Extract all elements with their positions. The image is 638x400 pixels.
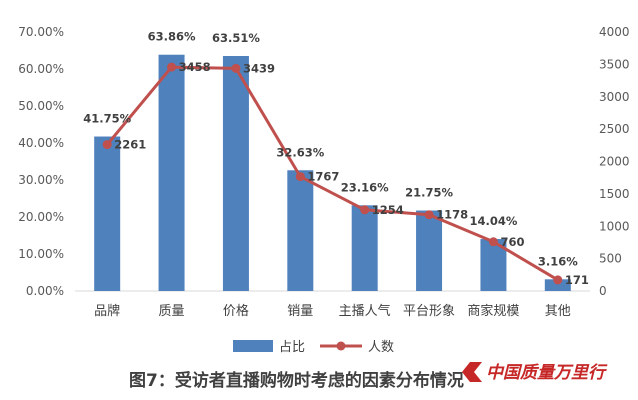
right-axis-tick-label: 2500 [599,122,630,136]
line-value-label: 171 [565,273,589,287]
x-axis-category-label: 质量 [159,304,185,319]
line-point [167,62,177,72]
line-series-count [102,62,563,285]
line-value-label: 1254 [372,203,404,217]
bar [416,210,443,291]
left-axis-tick-label: 70.00% [18,25,64,39]
bar-value-label: 63.51% [212,31,260,45]
right-axis-tick-label: 1000 [599,219,630,233]
x-axis-category-label: 品牌 [94,303,120,319]
watermark-logo: 中国质量万里行 [462,362,608,383]
logo-mark-icon [462,362,482,382]
bar-value-label: 3.16% [538,254,578,268]
legend-label-count: 人数 [368,340,394,355]
chart-caption: 图7：受访者直播购物时考虑的因素分布情况 [129,370,464,391]
bar-value-label: 21.75% [405,186,453,200]
x-axis-category-label: 商家规模 [467,303,519,319]
left-axis-tick-label: 40.00% [18,136,64,150]
bar-value-label: 14.04% [469,214,517,228]
line-value-label: 1767 [307,170,339,184]
x-axis-category-label: 平台形象 [403,304,455,319]
bar [351,205,378,291]
left-axis-tick-label: 50.00% [18,99,64,113]
right-axis-tick-label: 0 [599,284,607,298]
bar-value-label: 63.86% [148,30,196,44]
right-axis-tick-label: 1500 [599,187,630,201]
line-value-label: 3439 [243,61,275,75]
logo-text: 中国质量万里行 [486,363,608,383]
right-axis-tick-label: 3000 [599,90,630,104]
bar [544,279,571,291]
left-axis-tick-label: 20.00% [18,210,64,224]
data-labels: 41.75% 63.86% 63.51% 32.63% 23.16% 21.75% 14.0… [83,30,589,287]
bar [94,136,121,291]
line-point [102,140,112,150]
line-point [424,210,434,220]
line-point [360,205,370,215]
bar-value-label: 41.75% [83,112,131,126]
bar-value-label: 32.63% [276,145,324,159]
bar [158,54,185,291]
right-axis-tick-label: 500 [599,252,622,266]
right-axis-tick-label: 3500 [599,57,630,71]
line-value-label: 2261 [114,138,146,152]
x-axis-category-label: 价格 [223,303,249,319]
bar-series-share [94,54,571,291]
line-value-label: 3458 [179,60,211,74]
line-point [295,172,305,182]
x-axis-category-label: 其他 [545,304,571,319]
line-point [231,63,241,73]
left-axis-tick-label: 10.00% [18,247,64,261]
right-axis-tick-label: 4000 [599,25,630,39]
left-axis-tick-label: 30.00% [18,173,64,187]
line-value-label: 1178 [436,208,468,222]
bar [287,170,314,291]
left-axis-tick-label: 0.00% [26,284,64,298]
line-point [488,237,498,247]
x-axis-category-label: 主播人气 [339,303,391,319]
series-line-count [106,65,559,282]
line-point [553,275,563,285]
legend-marker-count [336,341,346,351]
bar-value-label: 23.16% [341,180,389,194]
left-axis-tick-label: 60.00% [18,62,64,76]
line-value-label: 760 [500,235,524,249]
legend-label-share: 占比 [279,340,305,355]
legend: 占比 人数 [233,340,394,355]
legend-swatch-share [233,340,273,352]
x-axis-category-label: 销量 [287,304,313,319]
bar [222,56,249,291]
axes: 0.00% 10.00% 20.00% 30.00% 40.00% 50.00% 60.00… [18,25,629,319]
right-axis-tick-label: 2000 [599,155,630,169]
